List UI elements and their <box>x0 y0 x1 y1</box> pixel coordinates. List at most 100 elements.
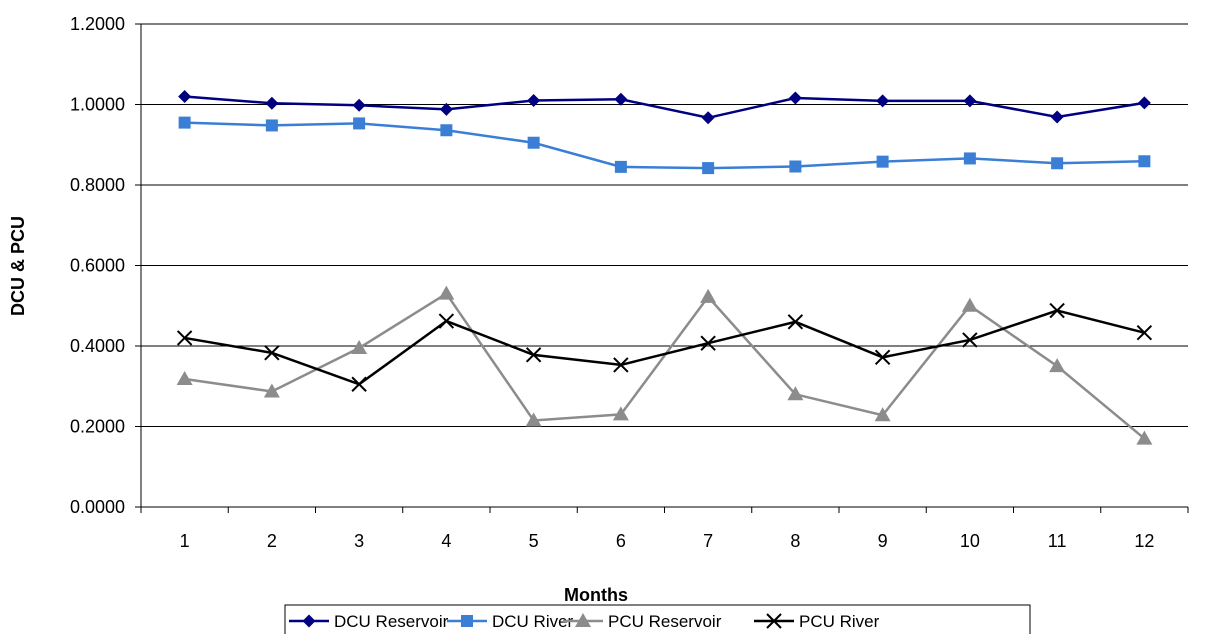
legend-marker <box>766 613 782 629</box>
marker-stroke <box>766 613 782 629</box>
legend-item-dcu-river: DCU River <box>447 612 574 631</box>
x-tick-label: 6 <box>616 531 626 551</box>
marker-stroke <box>700 335 716 351</box>
series-pcu-river <box>176 302 1153 392</box>
data-point-pcu-river <box>351 376 367 392</box>
x-axis-title: Months <box>564 585 628 605</box>
series-dcu-river <box>178 116 1151 175</box>
data-point-pcu-river <box>1136 325 1153 341</box>
marker-stroke <box>1049 302 1065 319</box>
data-point-pcu-reservoir <box>787 386 804 401</box>
legend-marker <box>575 613 591 627</box>
data-point-dcu-river <box>1138 155 1151 168</box>
marker-stroke <box>962 332 978 348</box>
data-point-pcu-reservoir <box>263 383 280 398</box>
data-point-dcu-reservoir <box>876 94 890 108</box>
data-point-pcu-reservoir <box>612 406 629 421</box>
marker-stroke <box>613 357 629 373</box>
data-point-dcu-river <box>440 124 453 137</box>
data-point-dcu-reservoir <box>265 96 279 110</box>
series-line-dcu-river <box>184 121 1145 170</box>
axes: 0.0000 0.2000 0.4000 0.6000 0.8000 1.0000 1.20… <box>70 14 1189 551</box>
data-point-dcu-reservoir <box>788 91 802 105</box>
y-axis-title: DCU & PCU <box>8 216 28 316</box>
y-tick-label: 0.2000 <box>70 417 125 437</box>
x-tick-label: 5 <box>529 531 539 551</box>
legend-marker <box>302 614 316 628</box>
x-tick-label: 2 <box>267 531 277 551</box>
marker-stroke <box>176 330 193 346</box>
data-point-pcu-river <box>525 347 542 363</box>
data-point-pcu-river <box>962 332 978 348</box>
data-point-dcu-river <box>963 152 976 165</box>
legend-label: DCU River <box>492 612 574 631</box>
x-tick-label: 4 <box>441 531 451 551</box>
legend-item-pcu-reservoir: PCU Reservoir <box>563 612 722 631</box>
marker-stroke <box>351 376 367 392</box>
data-point-dcu-reservoir <box>701 111 715 125</box>
legend-box <box>284 604 1031 636</box>
data-point-pcu-river <box>1049 302 1065 319</box>
y-tick-label: 0.4000 <box>70 336 125 356</box>
series-line-pcu-river <box>184 309 1145 386</box>
marker-stroke <box>264 345 280 361</box>
y-tick-label: 0.0000 <box>70 497 125 517</box>
gridlines <box>141 23 1188 427</box>
legend-item-pcu-river: PCU River <box>754 612 880 631</box>
data-point-dcu-reservoir <box>1050 110 1064 124</box>
data-point-dcu-reservoir <box>439 102 453 116</box>
data-point-pcu-river <box>176 330 193 346</box>
data-point-dcu-reservoir <box>1137 96 1151 110</box>
data-point-pcu-reservoir <box>438 285 455 300</box>
data-point-pcu-river <box>613 357 629 373</box>
data-point-dcu-reservoir <box>527 93 541 107</box>
legend-label: PCU River <box>799 612 880 631</box>
series-lines <box>176 89 1153 445</box>
data-point-dcu-river <box>789 160 802 173</box>
marker-stroke <box>438 313 455 329</box>
marker-stroke <box>525 347 542 363</box>
data-point-dcu-reservoir <box>614 92 628 106</box>
legend-marker <box>461 615 473 627</box>
data-point-pcu-river <box>700 335 716 351</box>
legend-label: PCU Reservoir <box>608 612 722 631</box>
legend: DCU Reservoir DCU River PCU Reservoir PCU R… <box>284 604 1031 636</box>
data-point-dcu-reservoir <box>963 94 977 108</box>
x-tick-label: 8 <box>790 531 800 551</box>
data-point-dcu-river <box>178 116 191 129</box>
data-point-dcu-river <box>876 155 889 168</box>
series-line-dcu-reservoir <box>184 95 1145 120</box>
data-point-pcu-reservoir <box>351 340 368 355</box>
y-tick-label: 0.8000 <box>70 175 125 195</box>
data-point-dcu-river <box>527 136 540 149</box>
data-point-dcu-river <box>702 162 715 175</box>
data-point-pcu-river <box>787 314 804 330</box>
series-line-pcu-reservoir <box>184 291 1146 440</box>
data-point-dcu-reservoir <box>352 98 366 112</box>
y-tick-label: 0.6000 <box>70 256 125 276</box>
marker-stroke <box>874 349 891 365</box>
marker-stroke <box>1136 325 1153 341</box>
data-point-pcu-river <box>438 313 455 329</box>
data-point-pcu-reservoir <box>1136 430 1153 445</box>
x-tick-label: 12 <box>1134 531 1154 551</box>
marker-stroke <box>787 314 804 330</box>
data-point-pcu-reservoir <box>176 371 193 386</box>
y-tick-label: 1.0000 <box>70 95 125 115</box>
data-point-pcu-reservoir <box>961 297 978 312</box>
data-point-pcu-reservoir <box>700 288 717 303</box>
legend-label: DCU Reservoir <box>334 612 449 631</box>
x-tick-label: 9 <box>878 531 888 551</box>
data-point-dcu-river <box>1051 157 1064 170</box>
x-tick-label: 10 <box>960 531 980 551</box>
data-point-dcu-river <box>614 160 627 173</box>
data-point-pcu-river <box>874 349 891 365</box>
x-tick-label: 3 <box>354 531 364 551</box>
data-point-dcu-river <box>265 119 278 132</box>
data-point-pcu-river <box>264 345 280 361</box>
x-tick-label: 1 <box>180 531 190 551</box>
data-point-pcu-reservoir <box>525 412 542 427</box>
data-point-pcu-reservoir <box>1049 358 1066 373</box>
